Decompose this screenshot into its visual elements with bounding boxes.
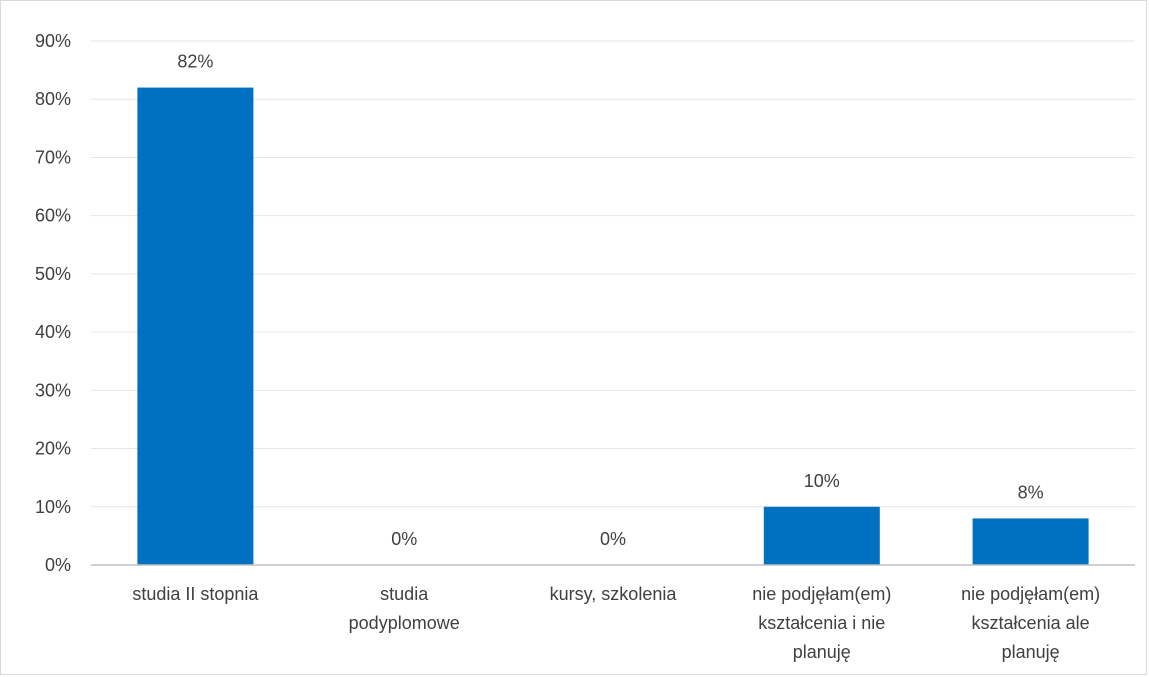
data-label: 0%	[600, 529, 626, 549]
bar	[137, 87, 254, 566]
y-tick-label: 50%	[35, 264, 71, 284]
x-tick-label: nie podjęłam(em) kształcenia i nie planuję	[752, 584, 891, 662]
data-label: 82%	[177, 52, 213, 72]
x-tick-label: nie podjęłam(em) kształcenia ale planuję	[961, 584, 1100, 662]
y-tick-label: 70%	[35, 147, 71, 167]
y-tick-label: 80%	[35, 89, 71, 109]
x-tick-label: kursy, szkolenia	[550, 584, 678, 604]
y-axis: 0% 10% 20% 30% 40% 50% 60% 70% 80% 90%	[35, 31, 71, 575]
bar	[972, 518, 1089, 565]
bars: 82% 0% 0% 10% 8%	[137, 52, 1089, 566]
y-tick-label: 40%	[35, 322, 71, 342]
x-axis: studia II stopnia studia podyplomowe kursy,…	[91, 564, 1135, 662]
y-tick-label: 60%	[35, 206, 71, 226]
gridlines	[91, 40, 1135, 508]
y-tick-label: 30%	[35, 380, 71, 400]
y-tick-label: 0%	[45, 555, 71, 575]
y-tick-label: 20%	[35, 439, 71, 459]
data-label: 0%	[391, 529, 417, 549]
x-tick-label: studia II stopnia	[132, 584, 259, 604]
y-tick-label: 10%	[35, 497, 71, 517]
x-tick-label: studia podyplomowe	[349, 584, 460, 633]
data-label: 8%	[1018, 482, 1044, 502]
data-label: 10%	[804, 471, 840, 491]
y-tick-label: 90%	[35, 31, 71, 51]
bar	[763, 506, 880, 565]
